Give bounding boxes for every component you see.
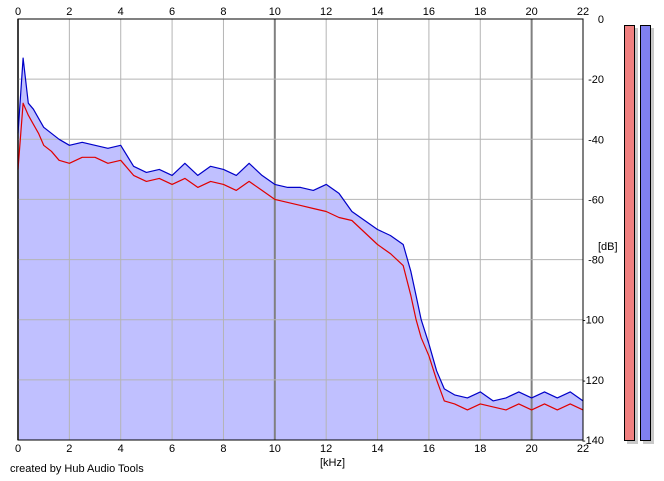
- x-tick-label-top: 10: [269, 6, 281, 18]
- x-tick-label-top: 2: [66, 6, 72, 18]
- y-axis-label: [dB]: [598, 241, 618, 253]
- x-tick-labels-bottom: 0 2 4 6 8 10 12 14 16 18 20 22: [15, 443, 589, 455]
- plot-border: [17, 18, 584, 441]
- right-channel-level-meter: [640, 25, 651, 441]
- series-line-0: [17, 102, 584, 411]
- x-tick-label-top: 6: [169, 6, 175, 18]
- x-tick-label-top: 16: [423, 6, 435, 18]
- x-tick-label-bottom: 10: [269, 443, 281, 455]
- x-tick-label-bottom: 22: [577, 443, 589, 455]
- y-tick-label: -100: [582, 315, 604, 327]
- x-tick-label-bottom: 2: [66, 443, 72, 455]
- series-layer: [17, 57, 584, 411]
- y-tick-label: -20: [588, 74, 604, 86]
- x-tick-label-bottom: 18: [474, 443, 486, 455]
- credit-text: created by Hub Audio Tools: [10, 463, 144, 475]
- y-tick-labels: 0 -20 -40 -60 -80 -100 -120 -140: [582, 14, 604, 447]
- y-tick-label: -80: [588, 255, 604, 267]
- left-channel-level-meter: [624, 25, 635, 441]
- x-tick-label-top: 0: [15, 6, 21, 18]
- x-tick-label-bottom: 0: [15, 443, 21, 455]
- x-tick-label-top: 20: [526, 6, 538, 18]
- x-tick-label-bottom: 14: [371, 443, 383, 455]
- x-tick-label-bottom: 16: [423, 443, 435, 455]
- spectrum-fill-layer: [18, 58, 583, 440]
- x-tick-label-top: 22: [577, 6, 589, 18]
- x-tick-labels-top: 0 2 4 6 8 10 12 14 16 18 20 22: [15, 6, 589, 18]
- x-tick-label-bottom: 12: [320, 443, 332, 455]
- x-tick-label-bottom: 4: [118, 443, 124, 455]
- y-tick-label: -60: [588, 194, 604, 206]
- x-tick-label-top: 18: [474, 6, 486, 18]
- spectrum-fill: [18, 58, 583, 440]
- x-tick-label-bottom: 6: [169, 443, 175, 455]
- y-tick-label: -120: [582, 375, 604, 387]
- x-tick-label-top: 12: [320, 6, 332, 18]
- series-line-1: [17, 57, 584, 402]
- y-tick-label: -40: [588, 134, 604, 146]
- x-axis-label: [kHz]: [320, 457, 346, 469]
- x-tick-label-bottom: 8: [220, 443, 226, 455]
- x-tick-label-top: 4: [118, 6, 124, 18]
- x-tick-label-bottom: 20: [526, 443, 538, 455]
- x-tick-label-top: 8: [220, 6, 226, 18]
- y-tick-label: -140: [582, 435, 604, 447]
- y-tick-label: 0: [598, 14, 604, 26]
- x-tick-label-top: 14: [371, 6, 383, 18]
